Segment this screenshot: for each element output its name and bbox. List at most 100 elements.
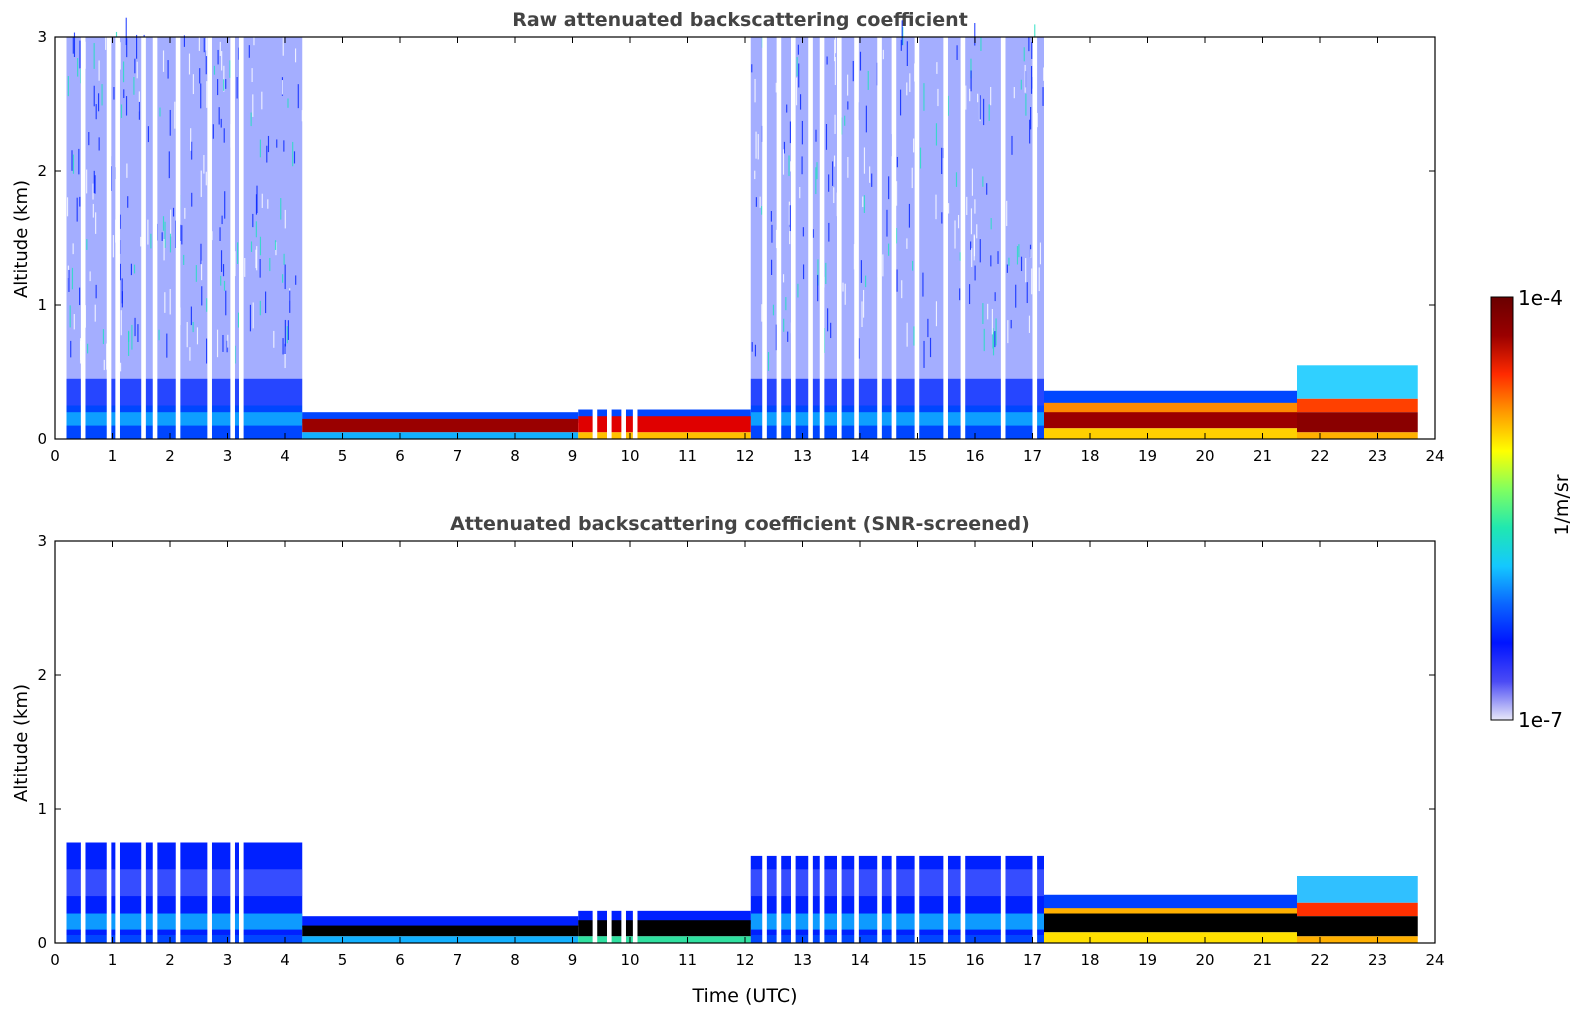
noise-speck	[198, 27, 200, 51]
x-tick-label: 20	[1195, 951, 1214, 969]
noise-speck	[1016, 246, 1019, 265]
noise-speck	[196, 327, 199, 345]
noise-speck	[97, 93, 100, 112]
noise-speck	[255, 249, 257, 269]
noise-speck	[992, 332, 995, 356]
noise-speck	[284, 209, 286, 229]
noise-speck	[297, 84, 299, 109]
noise-speck	[110, 166, 112, 191]
noise-speck	[287, 98, 289, 108]
noise-speck	[1026, 282, 1028, 304]
noise-speck	[987, 303, 989, 320]
noise-speck	[844, 283, 846, 305]
noise-speck	[1025, 93, 1027, 116]
x-tick-label: 14	[850, 951, 869, 969]
noise-speck	[896, 269, 898, 292]
data-gap	[854, 37, 859, 439]
evening-layer-base	[1044, 428, 1297, 439]
noise-speck	[284, 264, 286, 290]
stable-layer-top	[302, 916, 579, 927]
noise-speck	[896, 181, 898, 206]
noise-speck	[121, 278, 123, 304]
noise-speck	[93, 43, 95, 69]
gapped-layer-core	[578, 416, 751, 433]
colorbar-max-label: 1e-4	[1518, 286, 1563, 310]
noise-speck	[283, 253, 285, 265]
noise-speck	[206, 298, 208, 312]
data-gap	[239, 541, 244, 943]
noise-speck	[869, 166, 871, 183]
noise-speck	[815, 167, 817, 195]
noise-speck	[217, 79, 219, 96]
noise-speck	[67, 265, 69, 279]
noise-speck	[755, 131, 757, 159]
noise-speck	[225, 79, 227, 89]
data-gap	[607, 541, 612, 943]
x-tick-label: 8	[510, 447, 520, 465]
noise-speck	[871, 173, 873, 187]
noise-speck	[971, 248, 973, 268]
noise-speck	[216, 329, 219, 358]
noise-speck	[798, 63, 800, 88]
noise-speck	[1007, 320, 1009, 344]
noise-speck	[295, 275, 297, 285]
data-gap	[877, 541, 882, 943]
noise-speck	[812, 229, 814, 238]
noise-speck	[1006, 200, 1008, 227]
noise-speck	[201, 260, 203, 281]
data-gap	[115, 541, 120, 943]
noise-speck	[860, 260, 862, 283]
noise-speck	[175, 220, 177, 248]
noise-speck	[906, 238, 908, 249]
night-layer-ground	[66, 934, 303, 943]
late-plume-top	[1297, 365, 1418, 399]
x-tick-label: 21	[1253, 951, 1272, 969]
noise-speck	[92, 203, 94, 218]
x-tick-label: 21	[1253, 447, 1272, 465]
colorbar-unit-label: 1/m/sr	[1551, 474, 1573, 535]
noise-speck	[1020, 256, 1023, 272]
noise-speck	[225, 290, 227, 316]
noise-speck	[834, 114, 836, 134]
data-gap	[808, 541, 813, 943]
panel-raw: Raw attenuated backscattering coefficien…	[11, 9, 1445, 465]
noise-speck	[782, 149, 785, 175]
noise-speck	[125, 17, 127, 46]
noise-speck	[1028, 37, 1030, 52]
noise-speck	[913, 138, 915, 153]
noise-speck	[87, 343, 89, 354]
colorbar: 1e-4 1e-7 1/m/sr	[1490, 286, 1573, 732]
night-noisy-mid	[66, 378, 303, 406]
noise-speck	[128, 330, 130, 356]
noise-speck	[759, 196, 761, 208]
noise-speck	[220, 250, 223, 272]
noise-speck	[970, 241, 972, 250]
noise-speck	[121, 291, 123, 308]
noise-speck	[222, 264, 225, 277]
noise-speck	[927, 318, 929, 338]
noise-speck	[775, 324, 777, 351]
noise-speck	[200, 243, 202, 265]
y-tick-label: 1	[37, 800, 47, 818]
colorbar-min-label: 1e-7	[1518, 708, 1563, 732]
noise-speck	[159, 107, 161, 117]
noise-speck	[73, 32, 76, 57]
noise-speck	[786, 104, 788, 113]
noise-speck	[71, 267, 74, 290]
noise-speck	[957, 214, 960, 229]
noise-speck	[882, 254, 884, 277]
data-gap	[1000, 37, 1006, 439]
x-tick-label: 1	[108, 951, 118, 969]
late-plume-base	[1297, 936, 1418, 943]
data-gap	[819, 541, 825, 943]
noise-speck	[169, 109, 171, 136]
data-gap	[891, 541, 897, 943]
data-gap	[592, 37, 598, 439]
noise-speck	[995, 318, 997, 346]
noise-speck	[211, 231, 213, 241]
noise-speck	[1031, 268, 1033, 295]
x-tick-label: 22	[1310, 951, 1329, 969]
noise-speck	[280, 198, 282, 220]
noise-speck	[251, 68, 253, 83]
noise-speck	[825, 262, 827, 285]
